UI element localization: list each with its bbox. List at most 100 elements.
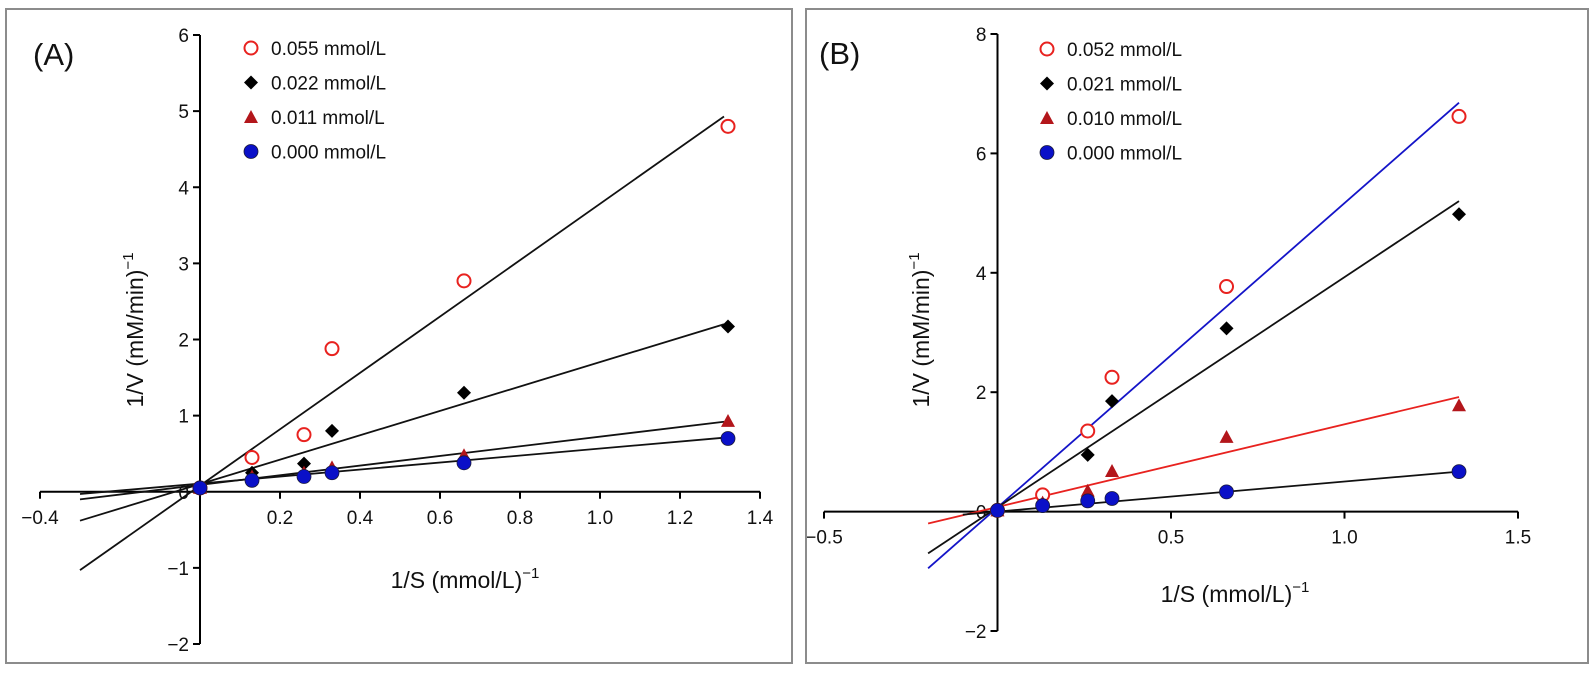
x-tick-label: 0.5 bbox=[1158, 528, 1184, 549]
series-3 bbox=[193, 413, 735, 494]
data-point bbox=[192, 480, 208, 496]
fit-line-series-2 bbox=[927, 200, 1460, 555]
legend-marker bbox=[1039, 145, 1055, 160]
legend-marker bbox=[244, 75, 258, 90]
x-tick-label: −0.4 bbox=[21, 508, 59, 529]
x-tick-label: 0.4 bbox=[347, 508, 374, 529]
data-point bbox=[457, 385, 471, 400]
series-2 bbox=[990, 207, 1467, 518]
legend: 0.055 mmol/L 0.022 mmol/L 0.011 mmol/L 0.00… bbox=[243, 39, 386, 164]
y-tick-label: 4 bbox=[178, 178, 189, 199]
x-tick-label: 0.2 bbox=[267, 508, 293, 529]
x-axis-label: 1/S (mmol/L)−1 bbox=[1161, 579, 1310, 607]
data-point bbox=[721, 413, 735, 427]
data-point bbox=[325, 423, 339, 438]
data-point bbox=[1105, 464, 1120, 477]
legend-label: 0.052 mmol/L bbox=[1067, 40, 1182, 61]
x-tick-label: 1.0 bbox=[587, 508, 613, 529]
legend-marker bbox=[243, 40, 259, 56]
y-tick-label: 6 bbox=[178, 26, 189, 47]
legend-marker bbox=[243, 144, 259, 159]
series-4 bbox=[192, 431, 736, 496]
panel-label: (A) bbox=[33, 37, 74, 72]
x-tick-label: 1.5 bbox=[1505, 528, 1531, 549]
legend-label: 0.021 mmol/L bbox=[1067, 75, 1182, 96]
panel-label: (B) bbox=[819, 36, 860, 71]
y-tick-label: 8 bbox=[976, 25, 987, 46]
data-point bbox=[1452, 207, 1467, 222]
y-tick-label: 1 bbox=[178, 407, 189, 428]
data-point bbox=[990, 503, 1005, 518]
x-tick-label: 1.2 bbox=[667, 508, 693, 529]
series-1 bbox=[990, 108, 1467, 518]
y-tick-label: −1 bbox=[167, 559, 189, 580]
legend-label: 0.010 mmol/L bbox=[1067, 109, 1182, 130]
x-tick-label: −0.5 bbox=[807, 528, 843, 549]
data-point bbox=[1104, 491, 1120, 506]
data-point bbox=[1104, 369, 1120, 385]
y-axis-label: 1/V (mM/min)−1 bbox=[906, 252, 934, 407]
data-point bbox=[244, 449, 260, 465]
data-point bbox=[296, 427, 312, 443]
x-axis-label: 1/S (mmol/L)−1 bbox=[391, 565, 540, 593]
y-tick-label: 0 bbox=[178, 483, 189, 504]
data-point bbox=[720, 431, 736, 446]
y-tick-label: 6 bbox=[976, 144, 987, 165]
legend-marker bbox=[1040, 111, 1054, 124]
chart-panel-b: (B)−0.50.51.01.5−2024681/S (mmol/L)−11/V… bbox=[805, 8, 1589, 664]
data-point bbox=[244, 472, 260, 488]
series-4 bbox=[990, 464, 1467, 518]
data-point bbox=[324, 465, 340, 481]
data-point bbox=[1219, 429, 1234, 443]
data-point bbox=[324, 341, 340, 357]
fit-line-series-2 bbox=[79, 323, 725, 522]
legend-label: 0.000 mmol/L bbox=[271, 143, 386, 164]
y-tick-label: 2 bbox=[178, 331, 189, 352]
data-point bbox=[1105, 394, 1120, 409]
data-point bbox=[1080, 483, 1095, 497]
data-point bbox=[297, 456, 311, 471]
legend-label: 0.055 mmol/L bbox=[271, 39, 386, 60]
chart-panel-a: (A) −0.4 0.2 0.4 0.6 0.8 1.0 1.2 1.4 −2 −1 0 1 2 3 4 5 6 1… bbox=[5, 8, 793, 664]
legend-marker bbox=[1039, 41, 1055, 57]
y-tick-label: 4 bbox=[976, 264, 987, 285]
chart-b-svg: (B)−0.50.51.01.5−2024681/S (mmol/L)−11/V… bbox=[807, 25, 1531, 643]
data-point bbox=[1219, 484, 1234, 500]
data-point bbox=[456, 273, 472, 289]
y-tick-label: −2 bbox=[167, 635, 189, 656]
fit-line-series-1 bbox=[927, 101, 1460, 569]
data-point bbox=[1451, 464, 1467, 480]
y-tick-label: −2 bbox=[965, 622, 987, 643]
y-tick-label: 3 bbox=[178, 254, 189, 275]
legend-marker bbox=[244, 110, 258, 123]
y-tick-label: 5 bbox=[178, 102, 189, 123]
data-point bbox=[1452, 398, 1467, 412]
data-point bbox=[1035, 498, 1051, 514]
legend-label: 0.022 mmol/L bbox=[271, 74, 386, 95]
x-tick-label: 1.0 bbox=[1331, 528, 1357, 549]
data-point bbox=[1219, 321, 1234, 336]
data-point bbox=[296, 469, 312, 484]
fit-line-series-4 bbox=[79, 436, 725, 495]
x-tick-label: 0.8 bbox=[507, 508, 533, 529]
data-point bbox=[1080, 423, 1096, 439]
legend-marker bbox=[1040, 76, 1054, 91]
fit-line-series-3 bbox=[79, 420, 725, 501]
chart-a-svg: (A) −0.4 0.2 0.4 0.6 0.8 1.0 1.2 1.4 −2 −1 0 1 2 3 4 5 6 1… bbox=[21, 26, 774, 656]
legend-label: 0.000 mmol/L bbox=[1067, 144, 1182, 165]
data-point bbox=[720, 118, 736, 134]
legend-label: 0.011 mmol/L bbox=[271, 108, 385, 129]
data-point bbox=[721, 319, 735, 334]
data-point bbox=[1451, 108, 1467, 124]
data-point bbox=[456, 455, 472, 471]
data-point bbox=[1219, 279, 1235, 295]
data-point bbox=[1080, 447, 1095, 462]
x-tick-label: 0.6 bbox=[427, 508, 453, 529]
x-tick-label: 1.4 bbox=[747, 508, 774, 529]
y-tick-label: 2 bbox=[976, 383, 987, 404]
fit-line-series-1 bbox=[79, 115, 725, 571]
legend: 0.052 mmol/L 0.021 mmol/L 0.010 mmol/L 0.00… bbox=[1039, 40, 1182, 165]
fit-line-series-3 bbox=[927, 396, 1460, 525]
series-1 bbox=[192, 118, 736, 496]
y-axis-label: 1/V (mM/min)−1 bbox=[120, 252, 148, 407]
